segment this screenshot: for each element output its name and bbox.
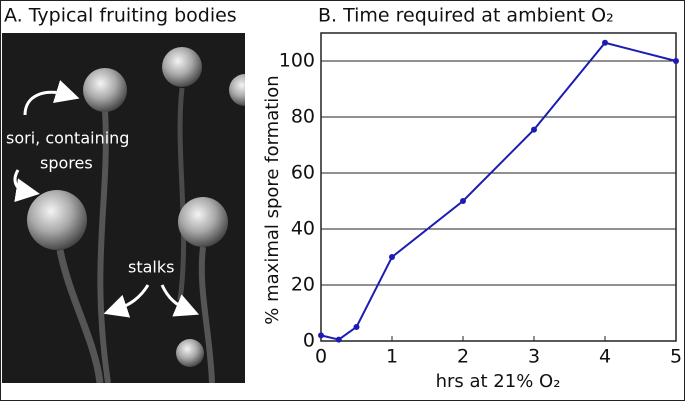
annotation: sori, containing [6,129,129,148]
x-tick-label: 4 [599,346,611,368]
x-tick-label: 0 [315,346,327,368]
point [389,254,395,260]
x-tick-label: 1 [386,346,398,368]
x-tick-label: 5 [670,346,682,368]
point [531,126,537,133]
y-tick-label: 20 [291,274,315,296]
y-axis-label: % maximal spore formation [262,75,283,324]
x-tick-label: 3 [528,346,540,368]
point [602,39,608,46]
plot-frame [320,32,677,342]
panel-a-title: A. Typical fruiting bodies [4,5,237,27]
point [673,58,679,64]
annotation: stalks [128,258,174,277]
y-tick-label: 40 [291,218,315,240]
point [335,336,342,343]
annotation: spores [40,154,93,173]
y-tick-label: 0 [303,330,315,352]
point [460,198,466,204]
y-tick-label: 100 [279,50,315,72]
x-tick-label: 2 [457,346,469,368]
point [318,332,324,339]
photo [2,33,245,383]
y-tick-label: 80 [291,106,315,128]
line [320,41,677,341]
y-tick-label: 60 [291,162,315,184]
point [353,324,360,330]
chart-title: B. Time required at ambient O₂ [318,5,614,27]
x-axis-label: hrs at 21% O₂ [436,371,561,392]
